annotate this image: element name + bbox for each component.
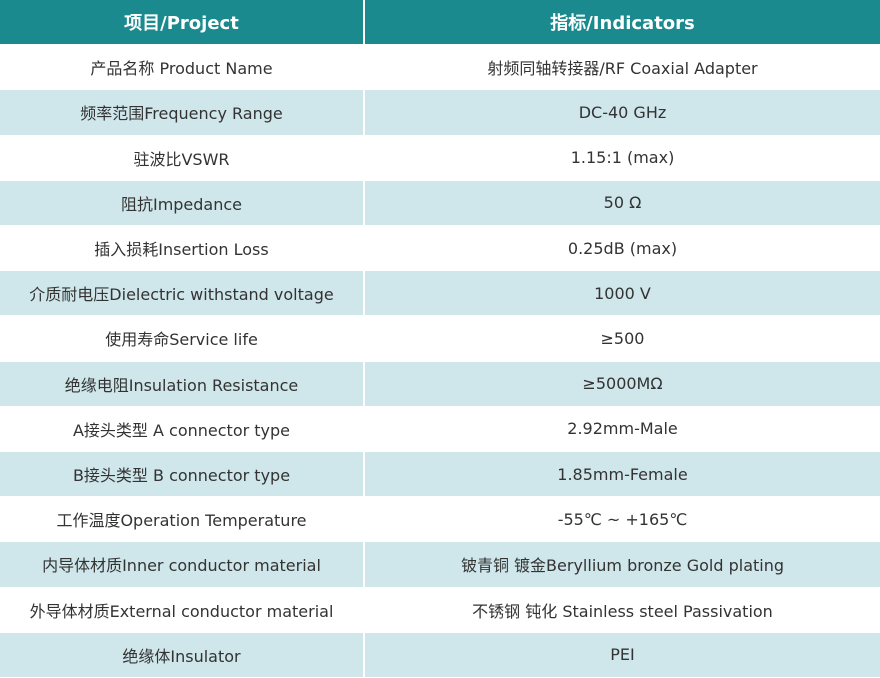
table-cell: 2.92mm-Male [365, 406, 880, 452]
table-cell: 工作温度Operation Temperature [0, 497, 365, 543]
table-cell: 50 Ω [365, 180, 880, 226]
table-cell: 频率范围Frequency Range [0, 90, 365, 136]
table-cell: 1000 V [365, 271, 880, 317]
table-cell: B接头类型 B connector type [0, 452, 365, 498]
table-cell: 驻波比VSWR [0, 135, 365, 181]
table-cell: 铍青铜 镀金Beryllium bronze Gold plating [365, 542, 880, 588]
table-cell: DC-40 GHz [365, 90, 880, 136]
table-cell: ≥5000MΩ [365, 361, 880, 407]
table-cell: 产品名称 Product Name [0, 45, 365, 91]
table-cell: PEI [365, 632, 880, 678]
table-cell: ≥500 [365, 316, 880, 362]
table-cell: 射频同轴转接器/RF Coaxial Adapter [365, 45, 880, 91]
table-cell: 绝缘体Insulator [0, 632, 365, 678]
table-cell: A接头类型 A connector type [0, 406, 365, 452]
table-cell: 阻抗Impedance [0, 180, 365, 226]
table-cell: 插入损耗Insertion Loss [0, 226, 365, 272]
header-cell: 项目/Project [0, 0, 365, 46]
table-cell: 1.15:1 (max) [365, 135, 880, 181]
table-cell: 内导体材质Inner conductor material [0, 542, 365, 588]
table-cell: 绝缘电阻Insulation Resistance [0, 361, 365, 407]
table-cell: -55℃ ~ +165℃ [365, 497, 880, 543]
table-cell: 1.85mm-Female [365, 452, 880, 498]
table-cell: 介质耐电压Dielectric withstand voltage [0, 271, 365, 317]
table-cell: 0.25dB (max) [365, 226, 880, 272]
table-cell: 使用寿命Service life [0, 316, 365, 362]
table-cell: 外导体材质External conductor material [0, 587, 365, 633]
table-cell: 不锈钢 钝化 Stainless steel Passivation [365, 587, 880, 633]
header-cell: 指标/Indicators [365, 0, 880, 46]
